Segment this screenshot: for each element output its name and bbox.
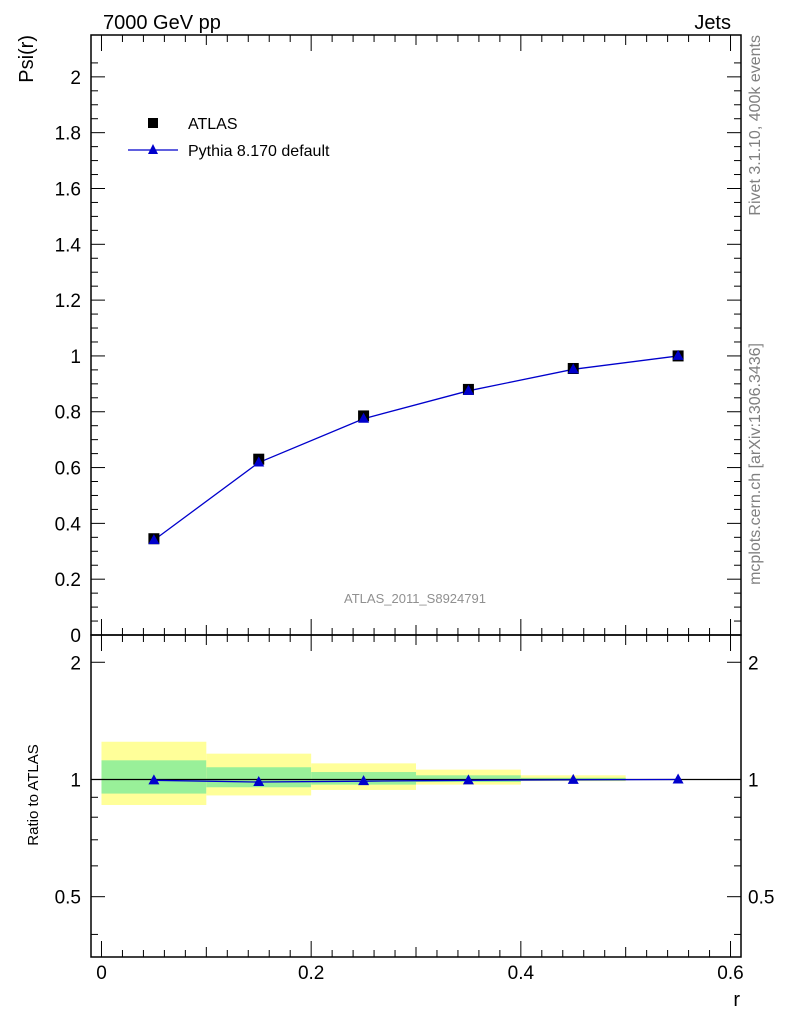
main-y-tick-label: 0.6 [55,459,81,480]
ratio-y-tick-label-right: 1 [748,770,759,791]
ratio-y-tick-label-right: 0.5 [748,888,774,909]
main-y-tick-label: 0.4 [55,514,82,535]
ratio-mc-point [567,773,579,784]
pythia-mc-point [567,363,579,374]
ratio-y-tick-label-left: 2 [70,653,81,674]
mc-curve-main [153,355,679,541]
ratio-y-axis-label: Ratio to ATLAS [25,744,42,845]
pythia-mc-point [148,534,160,545]
data-markers [148,349,684,787]
main-y-tick-label: 0.2 [55,570,81,591]
main-y-tick-label: 1.2 [55,291,81,312]
pythia-mc-point [253,456,265,467]
legend: ATLAS Pythia 8.170 default [128,116,330,160]
header-left-label: 7000 GeV pp [103,12,221,34]
axes-frames [90,34,742,958]
ratio-mc-point [672,773,684,784]
ratio-mc-point [148,774,160,785]
main-y-tick-label: 1 [70,347,81,368]
main-y-tick-label: 2 [70,68,81,89]
x-tick-label: 0.2 [298,963,324,984]
ratio-mc-point [462,774,474,785]
main-y-tick-label: 1.8 [55,124,81,145]
legend-atlas-marker [148,118,158,128]
legend-pythia-label: Pythia 8.170 default [188,143,330,160]
pythia-mc-point [672,349,684,360]
analysis-watermark: ATLAS_2011_S8924791 [344,591,486,606]
main-y-tick-label: 0 [70,626,81,647]
ratio-mc-point [358,775,370,786]
mc-curve-ratio [153,778,679,783]
main-y-axis-label: Psi(r) [16,35,38,83]
main-y-tick-label: 1.4 [55,235,82,256]
pythia-mc-point [462,384,474,395]
header-right-label: Jets [694,12,731,34]
ratio-y-tick-label-right: 2 [748,653,759,674]
x-tick-label: 0.6 [717,963,743,984]
legend-atlas-label: ATLAS [188,116,238,133]
axis-ticks [91,35,741,957]
axis-tick-labels: 0 0.2 0.4 0.6 0.8 1 1.2 1.4 1.6 1.8 2 0.5 0.5 1 1 2 2 0 0.… [55,68,775,984]
mcplots-source-label: mcplots.cern.ch [arXiv:1306.3436] [747,343,764,585]
x-tick-label: 0 [96,963,107,984]
x-tick-label: 0.4 [508,963,535,984]
rivet-version-label: Rivet 3.1.10, 400k events [747,35,764,216]
main-y-tick-label: 0.8 [55,403,81,424]
ratio-x-axis-label: r [733,989,740,1011]
ratio-y-tick-label-left: 1 [70,770,81,791]
legend-pythia-marker [148,144,158,154]
ratio-mc-point [253,776,265,787]
pythia-mc-point [358,412,370,423]
ratio-y-tick-label-left: 0.5 [55,888,81,909]
main-y-tick-label: 1.6 [55,179,81,200]
mc-curves [153,355,679,783]
ratio-uncertainty-bands [101,741,626,805]
